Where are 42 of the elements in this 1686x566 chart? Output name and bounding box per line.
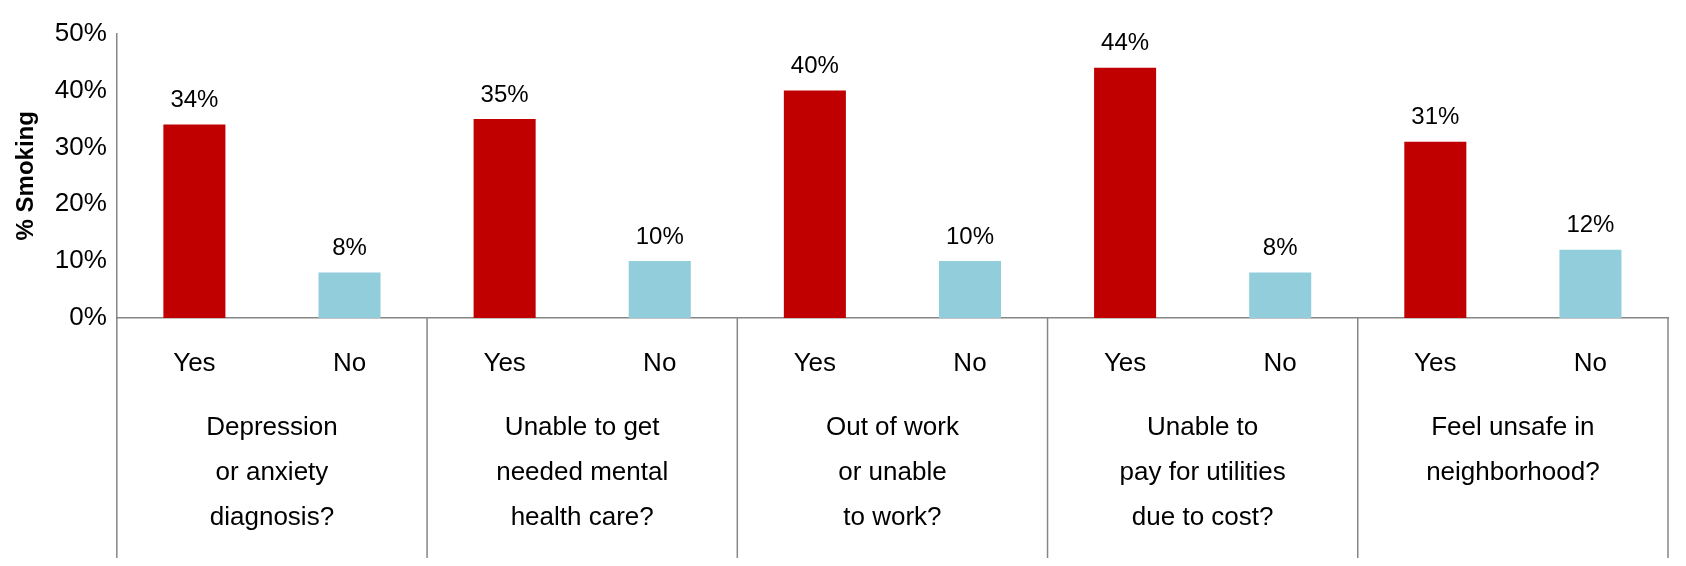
x-tick-label: No: [1573, 346, 1608, 377]
bar: [473, 118, 536, 318]
y-axis-title: % Smoking: [11, 111, 39, 241]
bar: [938, 261, 1001, 318]
text: Unable to pay for utilities due to cost?: [1119, 411, 1286, 532]
y-tick-label: 40%: [54, 73, 107, 104]
x-tick-label: Yes: [1414, 346, 1457, 377]
y-tick-label: 0%: [69, 301, 107, 332]
data-label: 31%: [1411, 102, 1460, 130]
x-tick-label: Yes: [483, 346, 526, 377]
bar: [783, 90, 846, 318]
y-tick-label: 10%: [54, 244, 107, 275]
bar: [318, 272, 381, 318]
text: Depression or anxiety diagnosis?: [206, 411, 338, 532]
y-tick-label: 50%: [54, 16, 107, 47]
bar: [1559, 249, 1622, 318]
x-tick-label: No: [1263, 346, 1297, 377]
x-tick-label: No: [953, 346, 987, 377]
data-label: 34%: [170, 85, 219, 113]
y-tick-label: 20%: [54, 187, 107, 218]
x-tick-label: Yes: [793, 346, 837, 377]
x-tick-label: No: [643, 346, 677, 377]
data-label: 40%: [790, 51, 839, 79]
bar: [1249, 272, 1312, 318]
x-tick-label: No: [332, 346, 367, 377]
bar: [1094, 67, 1157, 318]
text: Unable to get needed mental health care?: [496, 411, 669, 532]
bar: [628, 261, 691, 318]
data-label: 12%: [1566, 210, 1615, 238]
x-tick-label: Yes: [173, 346, 216, 377]
text: Out of work or unable to work?: [825, 411, 960, 532]
y-tick-label: 30%: [54, 130, 107, 161]
x-tick-label: Yes: [1103, 346, 1147, 377]
data-label: 10%: [945, 221, 994, 249]
data-label: 8%: [332, 233, 367, 261]
bar: [1404, 141, 1467, 318]
bar: [163, 124, 226, 318]
text: Feel unsafe in neighborhood?: [1426, 411, 1600, 487]
data-label: 10%: [635, 221, 684, 249]
data-label: 35%: [480, 79, 529, 107]
data-label: 44%: [1101, 28, 1150, 56]
data-label: 8%: [1262, 233, 1298, 261]
